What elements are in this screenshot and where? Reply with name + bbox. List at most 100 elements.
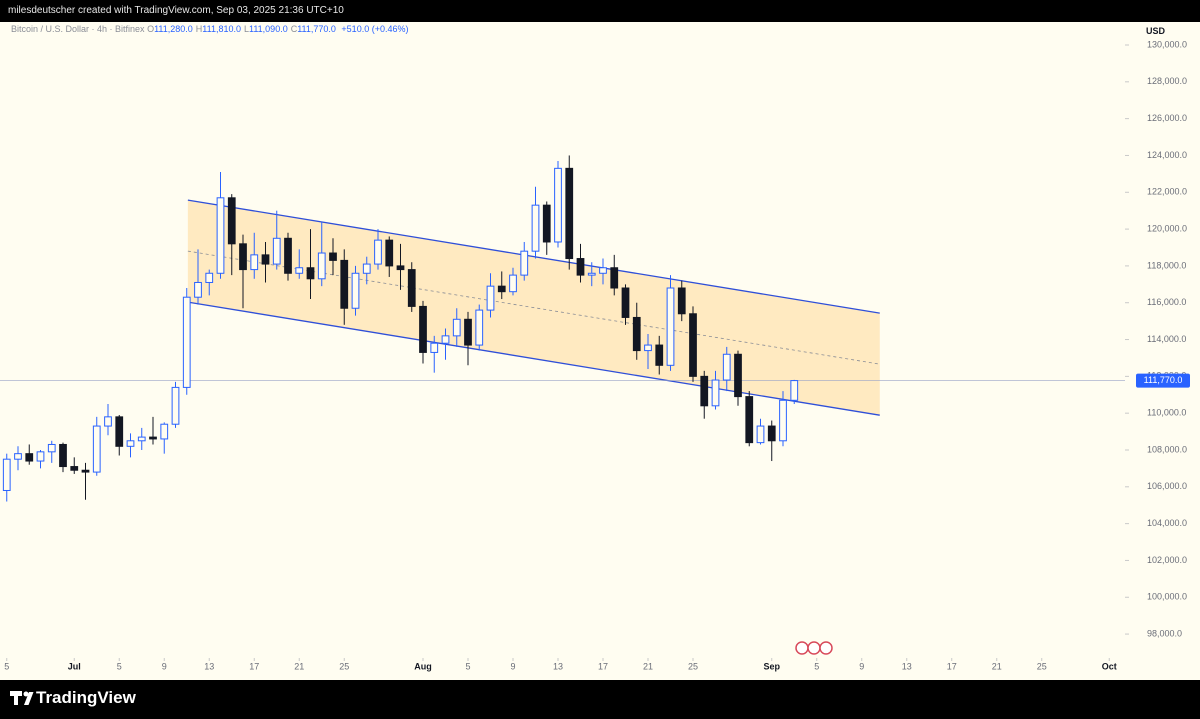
event-icon: [819, 641, 833, 655]
candle-body: [374, 239, 382, 265]
x-tick-label: 5: [117, 661, 122, 671]
y-tick-label: 114,000.0: [1147, 334, 1186, 344]
candle-body: [160, 423, 169, 440]
candle-body: [340, 259, 349, 309]
brand: TradingView: [36, 688, 136, 707]
candle-body: [722, 353, 731, 381]
candle-body: [452, 318, 461, 337]
candle-body: [430, 342, 439, 353]
candle-body: [81, 469, 90, 473]
candle-body: [104, 416, 112, 427]
y-tick-label: 110,000.0: [1147, 408, 1186, 418]
candle-body: [655, 344, 664, 366]
logo-t: [10, 691, 22, 705]
candle-body: [475, 309, 484, 346]
candle-body: [610, 267, 619, 289]
y-tick-label: 106,000.0: [1147, 481, 1187, 491]
x-tick-label: 5: [4, 661, 9, 671]
candle-body: [621, 287, 630, 318]
x-tick-label: 13: [553, 661, 563, 671]
channel-lower: [187, 301, 880, 416]
y-tick-label: 100,000.0: [1147, 592, 1187, 602]
x-tick-label: 21: [294, 661, 304, 671]
y-tick-label: 98,000.0: [1147, 628, 1182, 638]
candle-body: [317, 252, 326, 280]
ohlc-key: H: [195, 24, 203, 34]
top-bar: [0, 0, 1200, 22]
x-tick-label: 13: [902, 661, 912, 671]
candle-body: [59, 443, 67, 468]
channel-upper: [187, 199, 880, 314]
y-tick-label: 128,000.0: [1147, 76, 1187, 86]
candle-body: [92, 425, 101, 473]
candle-body: [509, 274, 517, 293]
candle-body: [542, 204, 551, 243]
ohlc: O111,280.0 H111,810.0 L111,090.0 C111,770.0: [147, 24, 339, 34]
candle-body: [295, 267, 304, 274]
candle-body: [306, 267, 315, 280]
brand-logo: [10, 691, 34, 705]
candle-body: [734, 353, 742, 398]
x-tick-label: 9: [162, 661, 167, 671]
candle-body: [227, 197, 236, 245]
x-tick-label: 25: [688, 661, 698, 671]
y-tick-label: 130,000.0: [1147, 39, 1187, 49]
logo-v: [24, 692, 34, 705]
candle-body: [396, 265, 405, 271]
candle-body: [36, 451, 45, 462]
x-tick-label: 5: [814, 661, 819, 671]
channel-midline: [187, 250, 880, 365]
candle-body: [182, 296, 191, 388]
candle-body: [205, 272, 214, 283]
candle-body: [565, 167, 574, 260]
plot-area: [0, 155, 1125, 502]
candle-body: [25, 453, 34, 462]
candle-body: [700, 375, 709, 407]
event-icon: [807, 641, 821, 655]
ohlc-value: 111,090.0: [249, 24, 288, 34]
candle-body: [47, 443, 56, 453]
candle-body: [329, 252, 337, 261]
candle-body: [531, 204, 540, 252]
candle-body: [70, 466, 79, 471]
candle-body: [599, 267, 607, 274]
candle-body: [587, 272, 596, 276]
x-tick-label: 25: [1037, 661, 1047, 671]
x-tick-label: 25: [339, 661, 349, 671]
ohlc-value: 111,280.0: [154, 24, 193, 34]
ohlc-value: 111,770.0: [297, 24, 336, 34]
candle-body: [677, 287, 686, 315]
candle-body: [632, 316, 641, 352]
x-tick-label: 17: [249, 661, 259, 671]
x-tick-label: 17: [947, 661, 957, 671]
candle-body: [126, 440, 135, 447]
candle-body: [261, 254, 270, 265]
candle-body: [497, 285, 506, 293]
candle-body: [790, 380, 799, 401]
y-tick-label: 102,000.0: [1147, 555, 1187, 565]
ohlc-key: O: [147, 24, 155, 34]
candle-body: [149, 436, 157, 440]
candle-body: [2, 458, 11, 491]
candle-body: [216, 197, 225, 274]
y-tick-label: 124,000.0: [1147, 150, 1187, 160]
candle-body: [554, 167, 562, 243]
candle-body: [171, 386, 180, 425]
x-tick-label: Aug: [414, 661, 432, 671]
candle-body: [520, 250, 529, 276]
symbol-legend: Bitcoin / U.S. Dollar · 4h · Bitfinex O1…: [11, 24, 408, 34]
currency: USD: [1146, 26, 1166, 36]
candle-body: [284, 237, 292, 274]
candle-body: [745, 396, 754, 444]
x-tick-label: 17: [598, 661, 608, 671]
candle-body: [756, 425, 765, 444]
candle-body: [194, 281, 202, 298]
y-tick-label: 118,000.0: [1147, 260, 1186, 270]
candle-body: [576, 258, 585, 276]
candle-body: [767, 425, 776, 442]
y-tick-label: 122,000.0: [1147, 187, 1187, 197]
y-tick-label: 120,000.0: [1147, 223, 1187, 233]
y-tick-label: 104,000.0: [1147, 518, 1187, 528]
y-tick-label: 116,000.0: [1147, 297, 1186, 307]
